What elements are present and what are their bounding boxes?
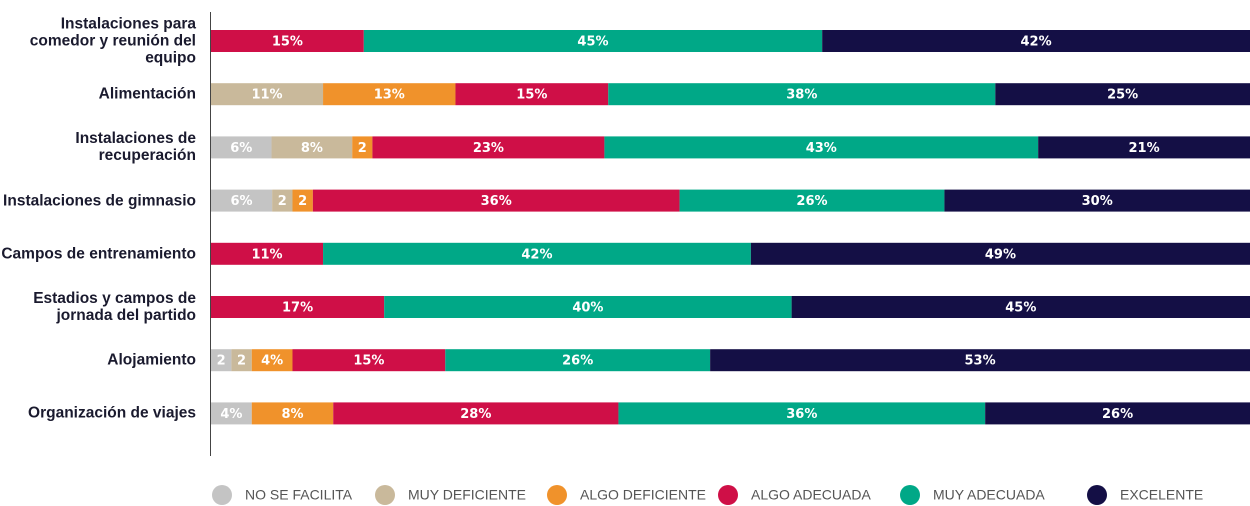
bar-segment: [211, 189, 273, 212]
legend-label: ALGO ADECUADA: [751, 487, 871, 503]
value-label: 15%: [516, 88, 547, 103]
category-label: Instalaciones de gimnasio: [3, 192, 196, 210]
value-label: 42%: [521, 247, 552, 262]
category-label: Alimentación: [98, 85, 196, 103]
bar-segment: [251, 349, 293, 372]
value-label: 23%: [473, 141, 504, 156]
bar-segment: [822, 30, 1250, 52]
bar-segment: [211, 296, 385, 318]
bar-segment: [333, 402, 619, 425]
bar-segment: [608, 83, 996, 106]
value-label: 26%: [796, 194, 827, 209]
bar-segment: [231, 349, 252, 372]
value-label: 11%: [251, 247, 282, 262]
value-label: 13%: [374, 88, 405, 103]
value-label: 38%: [786, 88, 817, 103]
bar-segment: [211, 349, 232, 372]
value-label: 28%: [460, 407, 491, 422]
bar-segment: [323, 83, 456, 106]
category-label: Estadios y campos de jornada del partido: [33, 290, 196, 324]
bar-segment: [352, 136, 373, 159]
value-label: 45%: [577, 35, 608, 50]
value-label: 6%: [231, 194, 253, 209]
category-label: Instalaciones para comedor y reunión del…: [29, 15, 196, 67]
legend-swatch: [718, 485, 738, 505]
bar-segment: [211, 242, 324, 265]
value-label: 8%: [281, 407, 303, 422]
value-label: 8%: [301, 141, 323, 156]
legend-swatch: [900, 485, 920, 505]
value-label: 15%: [353, 354, 384, 369]
bar-segment: [604, 136, 1039, 159]
legend-label: NO SE FACILITA: [245, 487, 353, 503]
value-label: 40%: [572, 301, 603, 316]
bar-segment: [211, 402, 252, 425]
bar-segment: [750, 242, 1250, 265]
value-label: 26%: [1102, 407, 1133, 422]
bar-segment: [211, 30, 364, 52]
bar-segment: [455, 83, 609, 106]
category-label: Instalaciones de recuperación: [75, 130, 196, 165]
category-label: Campos de entrenamiento: [1, 245, 196, 263]
value-label: 17%: [282, 301, 313, 316]
bar-segment: [679, 189, 945, 212]
value-label: 2: [237, 354, 246, 369]
value-label: 2: [278, 194, 287, 209]
category-label: Alojamiento: [107, 351, 196, 369]
value-label: 36%: [786, 407, 817, 422]
bar-segment: [985, 402, 1250, 425]
bar-segment: [384, 296, 792, 318]
bar-segment: [312, 189, 680, 212]
value-label: 2: [298, 194, 307, 209]
value-label: 43%: [806, 141, 837, 156]
value-label: 49%: [985, 247, 1016, 262]
value-label: 36%: [481, 194, 512, 209]
value-label: 30%: [1082, 194, 1113, 209]
value-label: 26%: [562, 354, 593, 369]
legend-swatch: [375, 485, 395, 505]
bar-segment: [292, 349, 446, 372]
bar-segment: [363, 30, 823, 52]
value-label: 4%: [220, 407, 242, 422]
value-label: 53%: [965, 354, 996, 369]
category-label: Organización de viajes: [28, 404, 196, 422]
bar-segment: [791, 296, 1250, 318]
legend-swatch: [1087, 485, 1107, 505]
bar-segment: [618, 402, 986, 425]
bar-segment: [323, 242, 751, 265]
legend-label: ALGO DEFICIENTE: [580, 487, 706, 503]
legend-label: MUY ADECUADA: [933, 487, 1045, 503]
bar-segment: [272, 189, 293, 212]
legend-swatch: [547, 485, 567, 505]
value-label: 15%: [272, 35, 303, 50]
bar-segment: [944, 189, 1250, 212]
bar-segment: [211, 83, 324, 106]
bar-segment: [710, 349, 1250, 372]
bar-segment: [251, 402, 334, 425]
legend-swatch: [212, 485, 232, 505]
value-label: 45%: [1005, 301, 1036, 316]
value-label: 6%: [230, 141, 252, 156]
bar-segment: [995, 83, 1250, 106]
value-label: 42%: [1021, 35, 1052, 50]
bar-segment: [292, 189, 313, 212]
value-label: 11%: [251, 88, 282, 103]
legend-label: EXCELENTE: [1120, 487, 1203, 503]
value-label: 2: [217, 354, 226, 369]
bar-segment: [372, 136, 605, 159]
value-label: 4%: [261, 354, 283, 369]
bar-segment: [211, 136, 272, 159]
bar-segment: [1038, 136, 1250, 159]
value-label: 2: [358, 141, 367, 156]
value-label: 21%: [1129, 141, 1160, 156]
bar-segment: [271, 136, 353, 159]
bar-segment: [445, 349, 711, 372]
legend-label: MUY DEFICIENTE: [408, 487, 526, 503]
value-label: 25%: [1107, 88, 1138, 103]
